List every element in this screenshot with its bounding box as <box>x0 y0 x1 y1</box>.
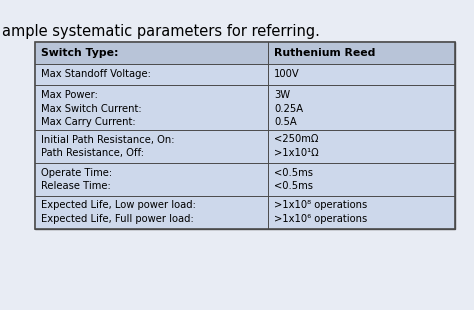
Bar <box>35 130 455 162</box>
Text: <250mΩ
>1x10¹Ω: <250mΩ >1x10¹Ω <box>274 135 319 158</box>
Text: Switch Type:: Switch Type: <box>41 48 118 58</box>
Text: 3W
0.25A
0.5A: 3W 0.25A 0.5A <box>274 90 303 127</box>
Bar <box>35 162 455 196</box>
Bar <box>35 42 455 228</box>
Text: <0.5ms
<0.5ms: <0.5ms <0.5ms <box>274 167 313 191</box>
Text: Max Power:
Max Switch Current:
Max Carry Current:: Max Power: Max Switch Current: Max Carry… <box>41 90 142 127</box>
Text: 100V: 100V <box>274 69 300 79</box>
Text: ample systematic parameters for referring.: ample systematic parameters for referrin… <box>2 24 320 39</box>
Text: Ruthenium Reed: Ruthenium Reed <box>274 48 375 58</box>
Text: Operate Time:
Release Time:: Operate Time: Release Time: <box>41 167 112 191</box>
Bar <box>35 196 455 228</box>
Bar <box>35 85 455 130</box>
Bar <box>35 42 455 228</box>
Text: Initial Path Resistance, On:
Path Resistance, Off:: Initial Path Resistance, On: Path Resist… <box>41 135 174 158</box>
Bar <box>35 42 455 64</box>
Text: Expected Life, Low power load:
Expected Life, Full power load:: Expected Life, Low power load: Expected … <box>41 201 196 224</box>
Text: >1x10⁸ operations
>1x10⁶ operations: >1x10⁸ operations >1x10⁶ operations <box>274 201 367 224</box>
Bar <box>35 64 455 85</box>
Text: Max Standoff Voltage:: Max Standoff Voltage: <box>41 69 151 79</box>
